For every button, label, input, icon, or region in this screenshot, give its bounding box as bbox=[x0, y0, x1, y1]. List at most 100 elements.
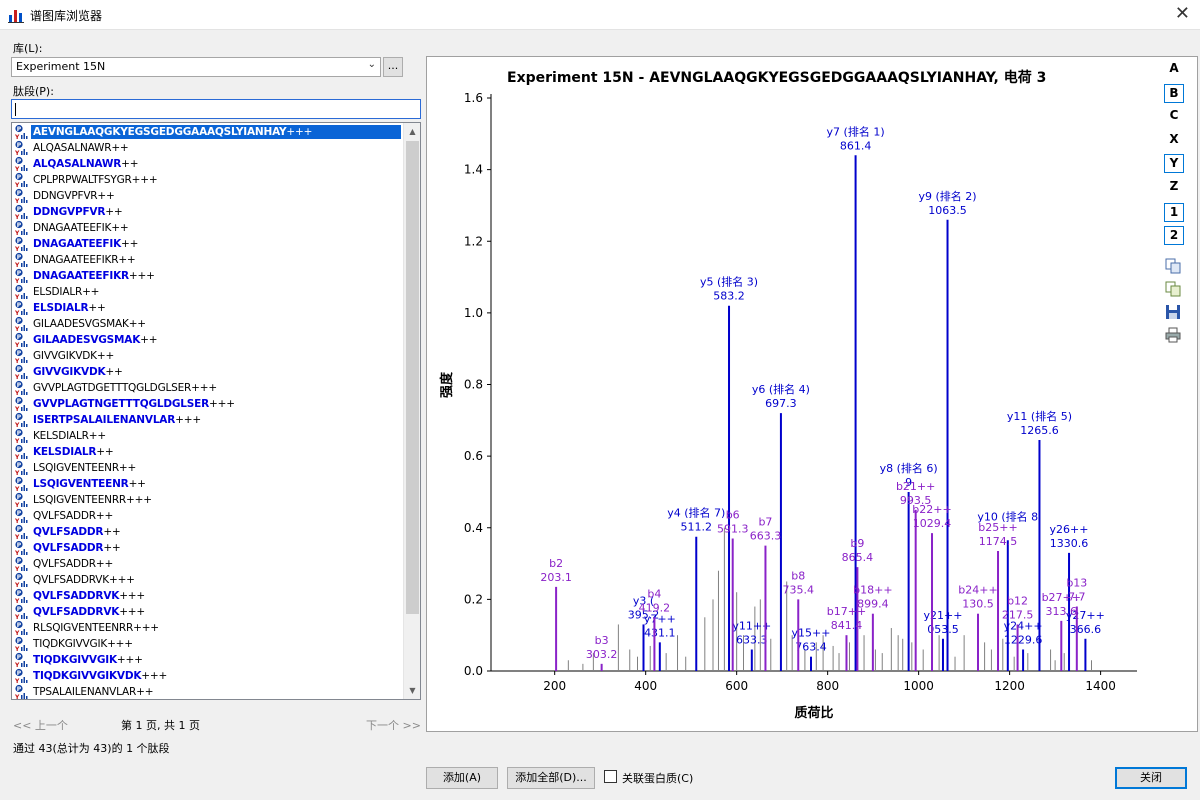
peptide-list-item[interactable]: P Y QVLFSADDRVK+++ bbox=[12, 572, 404, 589]
peptide-list-item[interactable]: P Y DNAGAATEEFIKR++ bbox=[12, 252, 404, 269]
svg-text:Y: Y bbox=[14, 182, 20, 188]
peptide-list-item[interactable]: P Y LSQIGVENTEENR++ bbox=[12, 476, 404, 493]
peak-mz-label: 633.3 bbox=[736, 634, 768, 647]
peptide-list-item[interactable]: P Y ALQASALNAWR++ bbox=[12, 140, 404, 157]
prev-page-link[interactable]: << 上一个 bbox=[13, 719, 68, 732]
peptide-list-item[interactable]: P Y QVLFSADDRVK+++ bbox=[12, 588, 404, 605]
peptide-list-item[interactable]: P Y KELSDIALR++ bbox=[12, 428, 404, 445]
peptide-list-item[interactable]: P Y QVLFSADDR++ bbox=[12, 508, 404, 525]
close-button[interactable]: 关闭 bbox=[1115, 767, 1187, 789]
peptide-label: LSQIGVENTEENR++ bbox=[33, 462, 137, 474]
next-page-link[interactable]: 下一个 >> bbox=[366, 719, 421, 732]
peptide-list-item[interactable]: P Y GVVPLAGTDGETTTQGLDGLSER+++ bbox=[12, 380, 404, 397]
peptide-list-item[interactable]: P Y DDNGVPFVR++ bbox=[12, 204, 404, 221]
svg-text:Y: Y bbox=[14, 294, 20, 300]
ion-type-c-button[interactable]: C bbox=[1169, 108, 1179, 122]
copy-icon[interactable] bbox=[1165, 258, 1181, 274]
svg-text:Y: Y bbox=[14, 278, 20, 284]
charge-1-button[interactable]: 1 bbox=[1164, 203, 1184, 222]
peptide-label: QVLFSADDR++ bbox=[33, 542, 121, 554]
page-info: 第 1 页, 共 1 页 bbox=[121, 719, 200, 732]
peptide-list-item[interactable]: P Y ISERTPSALAILENANVLAR+++ bbox=[12, 412, 404, 429]
svg-text:Y: Y bbox=[14, 310, 20, 316]
ion-type-y-button[interactable]: Y bbox=[1164, 154, 1184, 173]
copy-data-icon[interactable] bbox=[1165, 281, 1181, 297]
peak-label: y15++ bbox=[792, 627, 831, 640]
ion-type-x-button[interactable]: X bbox=[1169, 131, 1179, 146]
peptide-list-item[interactable]: P Y GIVVGIKVDK++ bbox=[12, 348, 404, 365]
list-scrollbar[interactable]: ▲ ▼ bbox=[403, 123, 420, 699]
peptide-list-item[interactable]: P Y GILAADESVGSMAK++ bbox=[12, 316, 404, 333]
add-all-button[interactable]: 添加全部(D)... bbox=[507, 767, 595, 789]
peptide-list[interactable]: ▲ ▼ P Y AEVNGLAAQGKYEGSGEDGGAAAQSLYIANHAY+… bbox=[11, 122, 421, 700]
library-browse-button[interactable]: ... bbox=[383, 57, 403, 77]
text-caret bbox=[15, 103, 16, 116]
ion-type-b-button[interactable]: B bbox=[1164, 83, 1184, 103]
peptide-search-input[interactable] bbox=[11, 99, 421, 119]
peptide-list-item[interactable]: P Y GVVPLAGTNGETTTQGLDGLSER+++ bbox=[12, 396, 404, 413]
peptide-list-item[interactable]: P Y DNAGAATEEFIK++ bbox=[12, 236, 404, 253]
peak-label: y6 (排名 4) bbox=[752, 382, 810, 396]
peptide-list-item[interactable]: P Y QVLFSADDR++ bbox=[12, 540, 404, 557]
peptide-label: AEVNGLAAQGKYEGSGEDGGAAAQSLYIANHAY+++ bbox=[31, 125, 401, 139]
svg-text:P: P bbox=[17, 478, 22, 485]
add-button[interactable]: 添加(A) bbox=[426, 767, 498, 789]
peptide-label: KELSDIALR++ bbox=[33, 446, 114, 458]
svg-text:P: P bbox=[17, 462, 22, 469]
associate-protein-label[interactable]: 关联蛋白质(C) bbox=[622, 772, 694, 785]
peptide-list-item[interactable]: P Y TIQDKGIVVGIKVDK+++ bbox=[12, 668, 404, 685]
peptide-charge: +++ bbox=[126, 494, 152, 506]
scroll-thumb[interactable] bbox=[406, 141, 419, 614]
peptide-list-item[interactable]: P Y DNAGAATEEFIKR+++ bbox=[12, 268, 404, 285]
peptide-list-item[interactable]: P Y DDNGVPFVR++ bbox=[12, 188, 404, 205]
spectrum-chart-panel[interactable]: Experiment 15N - AEVNGLAAQGKYEGSGEDGGAAA… bbox=[426, 56, 1198, 732]
scroll-up-icon[interactable]: ▲ bbox=[409, 127, 416, 136]
peptide-list-item[interactable]: P Y GILAADESVGSMAK++ bbox=[12, 332, 404, 349]
peptide-list-item[interactable]: P Y TPSALAILENANVLAR++ bbox=[12, 684, 404, 699]
peptide-list-item[interactable]: P Y QVLFSADDR++ bbox=[12, 556, 404, 573]
library-combo[interactable]: Experiment 15N ⌄ bbox=[11, 57, 381, 77]
peptide-list-item[interactable]: P Y ELSDIALR++ bbox=[12, 300, 404, 317]
peptide-list-item[interactable]: P Y KELSDIALR++ bbox=[12, 444, 404, 461]
peptide-label: QVLFSADDRVK+++ bbox=[33, 606, 145, 618]
peak-label: y27++ bbox=[1066, 609, 1105, 622]
peptide-list-item[interactable]: P Y TIQDKGIVVGIK+++ bbox=[12, 636, 404, 653]
scroll-down-icon[interactable]: ▼ bbox=[409, 686, 416, 695]
svg-text:P: P bbox=[17, 622, 22, 629]
window-title: 谱图库浏览器 bbox=[30, 9, 103, 23]
svg-text:Y: Y bbox=[14, 614, 20, 620]
peptide-list-item[interactable]: P Y ELSDIALR++ bbox=[12, 284, 404, 301]
peptide-list-item[interactable]: P Y DNAGAATEEFIK++ bbox=[12, 220, 404, 237]
peak-mz-label: 9 bbox=[905, 476, 912, 489]
peptide-charge: ++ bbox=[82, 286, 100, 298]
peptide-list-item[interactable]: P Y RLSQIGVENTEENRR+++ bbox=[12, 620, 404, 637]
peptide-list-item[interactable]: P Y ALQASALNAWR++ bbox=[12, 156, 404, 173]
peptide-list-item[interactable]: P Y QVLFSADDRVK+++ bbox=[12, 604, 404, 621]
peak-label: b21++ bbox=[896, 480, 935, 493]
peptide-list-item[interactable]: P Y TIQDKGIVVGIK+++ bbox=[12, 652, 404, 669]
ion-type-z-button[interactable]: Z bbox=[1169, 178, 1179, 193]
svg-text:Y: Y bbox=[14, 534, 20, 540]
peptide-list-item[interactable]: P Y AEVNGLAAQGKYEGSGEDGGAAAQSLYIANHAY+++ bbox=[12, 124, 404, 141]
svg-text:P: P bbox=[17, 670, 22, 677]
peptide-charge: ++ bbox=[105, 206, 123, 218]
peptide-list-item[interactable]: P Y LSQIGVENTEENR++ bbox=[12, 460, 404, 477]
peptide-list-item[interactable]: P Y LSQIGVENTEENRR+++ bbox=[12, 492, 404, 509]
charge-2-button[interactable]: 2 bbox=[1164, 226, 1184, 245]
peptide-list-item[interactable]: P Y CPLPRPWALTFSYGR+++ bbox=[12, 172, 404, 189]
peptide-list-item[interactable]: P Y QVLFSADDR++ bbox=[12, 524, 404, 541]
peptide-label: DDNGVPFVR++ bbox=[33, 206, 123, 218]
associate-protein-checkbox[interactable] bbox=[604, 770, 617, 783]
print-icon[interactable] bbox=[1165, 327, 1181, 343]
peak-label: y11 (排名 5) bbox=[1007, 409, 1072, 423]
save-icon[interactable] bbox=[1165, 304, 1181, 320]
ion-type-a-button[interactable]: A bbox=[1169, 61, 1179, 75]
peptide-list-item[interactable]: P Y GIVVGIKVDK++ bbox=[12, 364, 404, 381]
peptide-label: 肽段(P): bbox=[13, 85, 54, 98]
window-close-button[interactable]: ✕ bbox=[1174, 3, 1190, 24]
chevron-down-icon[interactable]: ⌄ bbox=[367, 59, 376, 70]
y-tick-label: 1.6 bbox=[464, 91, 483, 105]
